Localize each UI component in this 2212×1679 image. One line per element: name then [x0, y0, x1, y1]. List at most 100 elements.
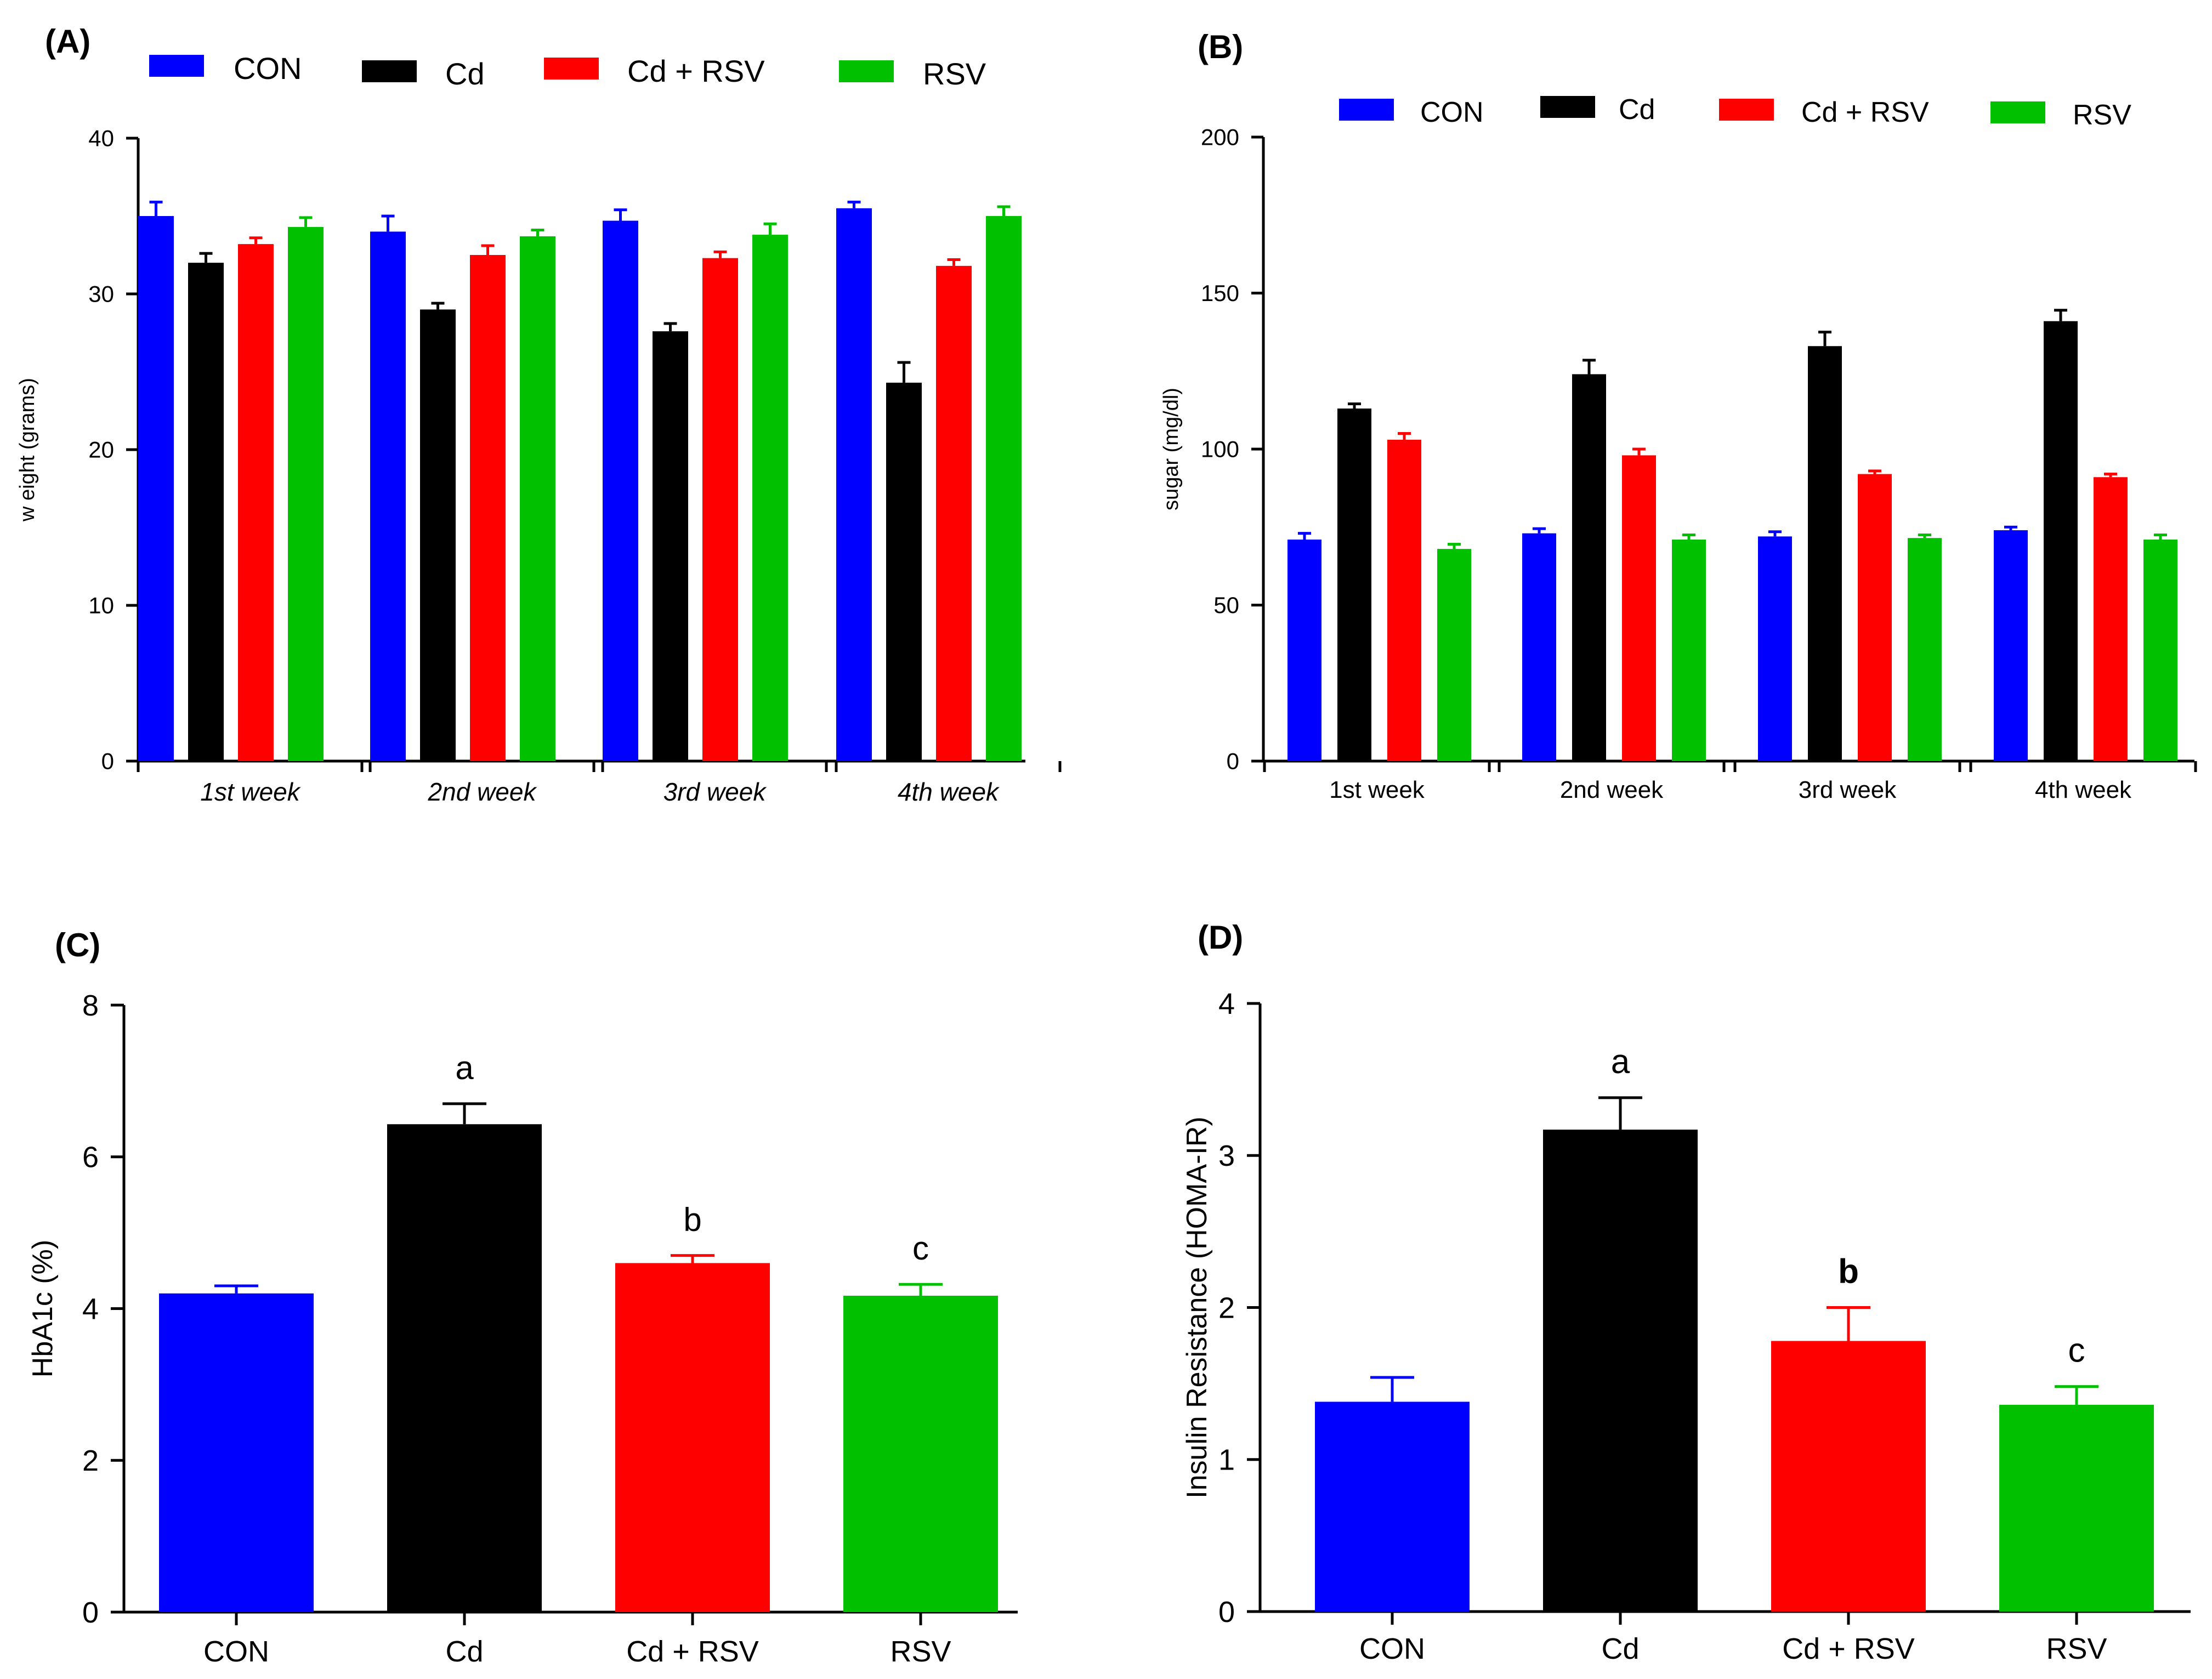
y-tick-label: 0	[82, 1596, 99, 1629]
bar-cd	[188, 263, 224, 761]
bar-cd	[387, 1124, 542, 1612]
panel-label: (B)	[1198, 29, 1243, 65]
x-tick-label: 3rd week	[1799, 776, 1897, 803]
bar-con	[159, 1293, 314, 1612]
y-axis-label: w eight (grams)	[16, 378, 39, 522]
significance-label: a	[455, 1050, 474, 1086]
legend-swatch-con	[149, 55, 204, 77]
legend-label: Cd	[445, 56, 485, 91]
bar-cd	[1543, 1130, 1698, 1612]
panel-b: 0 50 100 150 200 sugar (mg/dl) (B) 1st week 2nd …	[1160, 29, 2197, 803]
x-tick-label: RSV	[2046, 1632, 2107, 1665]
bar-cd	[886, 382, 922, 761]
bar-cd	[653, 331, 688, 761]
x-tick-label: 4th week	[2035, 776, 2132, 803]
x-tick-label: CON	[1359, 1632, 1425, 1665]
legend-label: RSV	[923, 56, 986, 91]
panel-a: 0 10 20 30 40 w eight (grams) (A) 1st week 2nd w…	[16, 23, 1062, 806]
legend-swatch-con	[1339, 99, 1394, 121]
bar-cd-rsv	[2094, 477, 2128, 761]
bar-con	[1994, 530, 2028, 761]
x-tick-label: Cd + RSV	[626, 1635, 759, 1668]
bar-cd-rsv	[702, 258, 738, 761]
legend-swatch-rsv	[1990, 101, 2045, 123]
x-tick-label: 2nd week	[428, 778, 537, 806]
y-tick-label: 0	[101, 748, 114, 774]
panel-d: 0 1 2 3 4 Insulin Resistance (HOMA-IR) (D) CON C…	[1181, 919, 2191, 1665]
y-tick-label: 30	[88, 281, 114, 307]
significance-label: b	[1838, 1253, 1859, 1291]
bar-rsv	[752, 235, 788, 762]
x-tick-label: Cd + RSV	[1782, 1632, 1915, 1665]
bar-con	[1315, 1402, 1470, 1612]
y-tick-label: 150	[1201, 280, 1239, 306]
bar-rsv	[2143, 540, 2177, 761]
x-tick-label: 3rd week	[663, 778, 767, 806]
legend-swatch-rsv	[839, 60, 894, 82]
legend-swatch-cd	[362, 60, 417, 82]
legend-swatch-cd	[1540, 96, 1595, 118]
legend: CON Cd Cd + RSV RSV	[1339, 94, 2131, 131]
bar-cd	[1572, 374, 1606, 761]
y-tick-label: 40	[88, 126, 114, 151]
legend: CON Cd Cd + RSV RSV	[149, 51, 986, 91]
y-tick-label: 20	[88, 437, 114, 463]
y-axis-label: HbA1c (%)	[27, 1240, 59, 1377]
legend-label: CON	[234, 51, 302, 86]
panel-label: (C)	[55, 927, 100, 963]
bar-cd-rsv	[936, 265, 972, 761]
bar-con	[1522, 533, 1556, 761]
bar-cd-rsv	[1622, 455, 1656, 761]
y-tick-label: 1	[1218, 1444, 1235, 1477]
bar-rsv	[520, 236, 555, 761]
bar-rsv	[1999, 1404, 2154, 1612]
x-tick-label: Cd	[1601, 1632, 1639, 1665]
legend-label: Cd	[1619, 94, 1655, 126]
legend-swatch-cd-rsv	[544, 58, 599, 80]
significance-label: b	[683, 1201, 701, 1238]
legend-label: Cd + RSV	[1801, 97, 1929, 128]
bar-cd-rsv	[1858, 474, 1892, 761]
y-tick-label: 2	[1218, 1291, 1235, 1324]
x-tick-label: 1st week	[1329, 776, 1425, 803]
legend-label: CON	[1420, 97, 1484, 128]
bar-rsv	[1672, 540, 1706, 761]
bar-cd-rsv	[470, 255, 506, 761]
legend-label: RSV	[2073, 99, 2131, 131]
y-tick-label: 3	[1218, 1139, 1235, 1172]
y-tick-label: 8	[82, 989, 99, 1022]
bar-con	[370, 231, 406, 761]
y-tick-label: 2	[82, 1444, 99, 1477]
y-tick-label: 100	[1201, 436, 1239, 462]
bar-con	[1288, 540, 1321, 761]
bar-cd	[420, 309, 456, 761]
bar-cd	[1337, 409, 1371, 761]
y-tick-label: 4	[1218, 988, 1235, 1020]
legend-swatch-cd-rsv	[1719, 99, 1774, 121]
x-tick-label: 4th week	[898, 778, 1000, 806]
significance-label: c	[2068, 1332, 2085, 1370]
bar-rsv	[288, 226, 324, 761]
y-tick-label: 4	[82, 1292, 99, 1325]
legend-label: Cd + RSV	[627, 54, 765, 88]
x-tick-label: 2nd week	[1560, 776, 1664, 803]
y-tick-label: 6	[82, 1141, 99, 1174]
x-tick-label: Cd	[445, 1635, 483, 1668]
y-tick-label: 200	[1201, 124, 1239, 150]
bar-rsv	[986, 216, 1022, 761]
y-tick-label: 10	[88, 593, 114, 619]
bar-cd-rsv	[1771, 1341, 1926, 1612]
bar-rsv	[843, 1295, 998, 1612]
bar-cd-rsv	[615, 1263, 770, 1612]
y-axis-label: Insulin Resistance (HOMA-IR)	[1181, 1116, 1213, 1498]
significance-label: a	[1611, 1043, 1630, 1081]
y-axis-label: sugar (mg/dl)	[1160, 388, 1183, 510]
bar-cd	[2044, 321, 2078, 761]
bar-con	[138, 216, 174, 761]
bar-cd-rsv	[1387, 439, 1421, 761]
bar-rsv	[1437, 549, 1471, 761]
panel-label: (D)	[1198, 919, 1243, 956]
bar-rsv	[1908, 538, 1942, 761]
significance-label: c	[912, 1230, 929, 1267]
